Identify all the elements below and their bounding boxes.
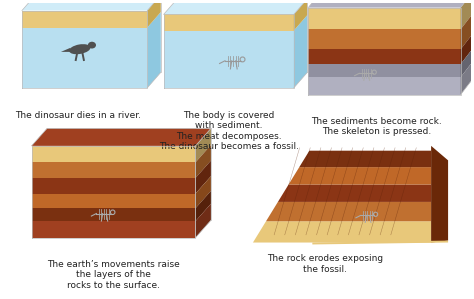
Polygon shape bbox=[22, 0, 161, 10]
Polygon shape bbox=[195, 129, 211, 162]
Polygon shape bbox=[195, 191, 211, 221]
Polygon shape bbox=[195, 176, 211, 208]
Polygon shape bbox=[32, 208, 195, 221]
Polygon shape bbox=[294, 15, 307, 88]
Text: The sediments become rock.
The skeleton is pressed.: The sediments become rock. The skeleton … bbox=[311, 117, 442, 136]
Polygon shape bbox=[308, 29, 461, 49]
Polygon shape bbox=[308, 49, 461, 64]
Polygon shape bbox=[32, 194, 195, 208]
Polygon shape bbox=[32, 146, 195, 162]
Polygon shape bbox=[308, 0, 474, 7]
Polygon shape bbox=[299, 151, 431, 167]
Polygon shape bbox=[308, 77, 461, 94]
Polygon shape bbox=[147, 12, 161, 88]
Polygon shape bbox=[308, 7, 461, 29]
Text: The body is covered
with sediment.
The meat decomposes.
The dinosaur becomes a f: The body is covered with sediment. The m… bbox=[159, 111, 299, 151]
Polygon shape bbox=[266, 202, 431, 221]
Polygon shape bbox=[32, 162, 195, 178]
Polygon shape bbox=[32, 129, 211, 146]
Polygon shape bbox=[312, 241, 448, 245]
Polygon shape bbox=[164, 0, 307, 14]
Polygon shape bbox=[164, 14, 294, 30]
Polygon shape bbox=[461, 32, 474, 64]
Text: The earth’s movements raise
the layers of the
rocks to the surface.: The earth’s movements raise the layers o… bbox=[47, 260, 180, 290]
Polygon shape bbox=[294, 0, 307, 30]
Polygon shape bbox=[253, 221, 431, 242]
Polygon shape bbox=[195, 161, 211, 194]
Polygon shape bbox=[461, 12, 474, 49]
Polygon shape bbox=[289, 167, 431, 184]
Polygon shape bbox=[22, 28, 147, 88]
Polygon shape bbox=[195, 204, 211, 238]
Polygon shape bbox=[461, 47, 474, 77]
Text: The rock erodes exposing
the fossil.: The rock erodes exposing the fossil. bbox=[267, 254, 383, 274]
Polygon shape bbox=[164, 30, 294, 88]
Polygon shape bbox=[22, 10, 147, 28]
Polygon shape bbox=[32, 178, 195, 194]
Polygon shape bbox=[278, 184, 431, 202]
Polygon shape bbox=[431, 146, 448, 242]
Text: The dinosaur dies in a river.: The dinosaur dies in a river. bbox=[15, 111, 141, 120]
Polygon shape bbox=[195, 145, 211, 178]
Ellipse shape bbox=[69, 44, 91, 54]
Polygon shape bbox=[147, 0, 161, 28]
Polygon shape bbox=[461, 0, 474, 29]
Polygon shape bbox=[308, 64, 461, 77]
Polygon shape bbox=[461, 60, 474, 94]
Polygon shape bbox=[32, 221, 195, 238]
Ellipse shape bbox=[88, 42, 96, 48]
Polygon shape bbox=[61, 48, 70, 52]
